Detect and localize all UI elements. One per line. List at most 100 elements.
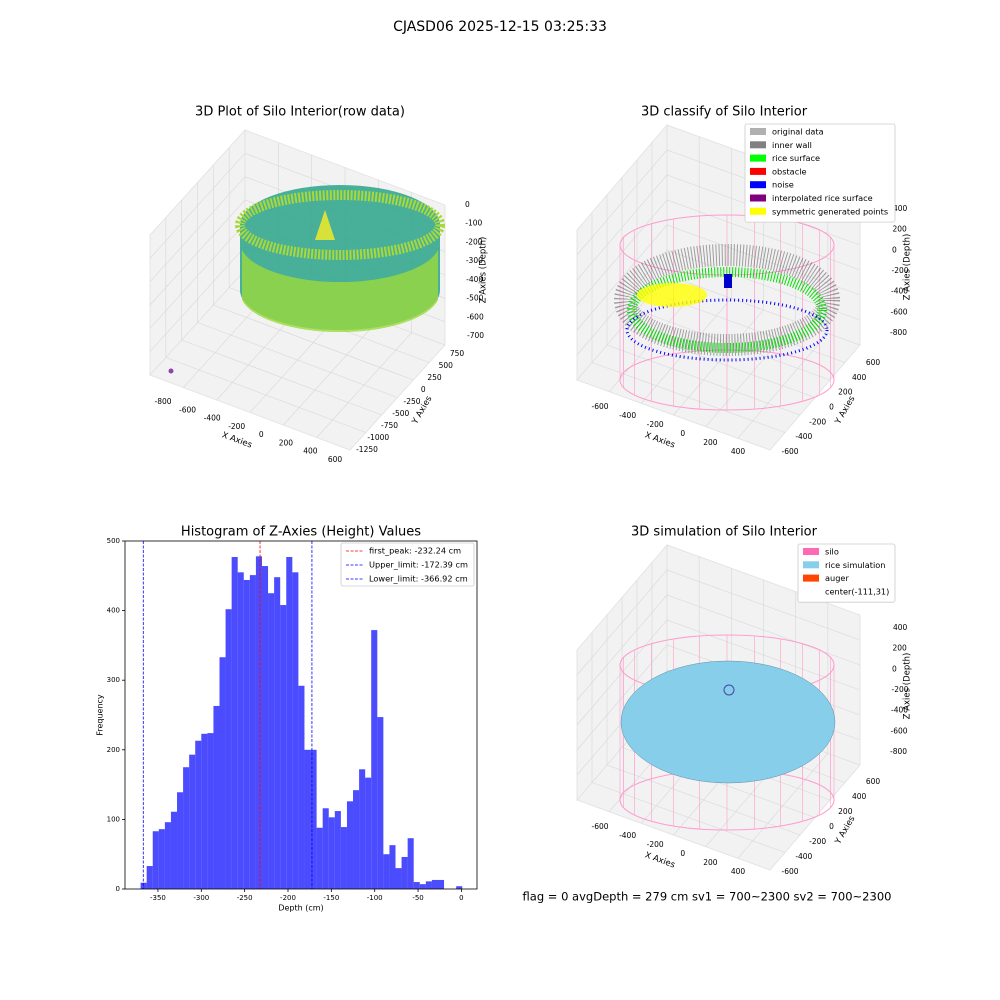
- x-tick-label: -150: [323, 894, 339, 902]
- z-tick-label: -400: [891, 287, 908, 296]
- x-tick-label: -250: [237, 894, 253, 902]
- z-tick-label: -500: [466, 294, 483, 303]
- panel-3d: 3D simulation of Silo Interior -600 -400 -2…: [576, 525, 913, 876]
- y-tick-label: 500: [439, 361, 454, 370]
- bar: [261, 566, 269, 889]
- x-tick-label: -200: [280, 894, 296, 902]
- bar: [243, 579, 250, 889]
- y-tick-label: 400: [852, 792, 867, 801]
- z-tick-label: 0: [892, 245, 897, 254]
- y-tick-label: -750: [381, 421, 398, 430]
- legend-label: Lower_limit: -366.92 cm: [369, 574, 468, 584]
- plot-frame: [124, 540, 478, 890]
- y-axis-label: Frequency: [96, 694, 105, 736]
- x-tick-label: 0: [259, 430, 264, 439]
- bar: [189, 754, 196, 889]
- legend-label: Upper_limit: -172.39 cm: [369, 560, 468, 570]
- z-tick-label: 0: [465, 200, 470, 209]
- bar: [328, 817, 335, 889]
- x-tick-label: -200: [228, 422, 245, 431]
- legend-box: [340, 542, 475, 587]
- panel-title: 3D simulation of Silo Interior: [631, 525, 818, 540]
- y-tick-label: -250: [403, 397, 420, 406]
- point-front: [242, 250, 438, 333]
- z-tick-label: -600: [891, 726, 908, 735]
- bar: [255, 556, 262, 889]
- bar: [322, 808, 329, 889]
- x-tick-label: -200: [647, 840, 664, 849]
- bar: [152, 831, 159, 889]
- bar: [389, 845, 396, 889]
- legend-patch: [750, 194, 766, 202]
- bar: [407, 838, 414, 889]
- legend-label: noise: [772, 180, 794, 190]
- point-rim: [235, 190, 445, 260]
- y-tick-label: 250: [427, 373, 442, 382]
- z-tick-label: 400: [893, 204, 908, 213]
- bar: [249, 575, 256, 889]
- y-tick-label: -600: [781, 867, 798, 876]
- legend-label: interpolated rice surface: [772, 193, 873, 203]
- bar: [177, 792, 184, 889]
- legend-box: [744, 123, 896, 223]
- z-tick-label: -400: [891, 706, 908, 715]
- bar: [213, 705, 220, 889]
- bar: [158, 829, 165, 889]
- z-tick-label: -300: [466, 256, 483, 265]
- x-tick-label: -800: [154, 397, 171, 406]
- x-tick-label: -50: [412, 894, 423, 902]
- bar: [431, 879, 438, 889]
- bar: [298, 685, 305, 889]
- legend-label: first_peak: -232.24 cm: [369, 546, 461, 556]
- z-tick-label: -200: [466, 237, 483, 246]
- y-tick-label: 600: [866, 358, 881, 367]
- rice-surface: [620, 660, 836, 784]
- x-tick-label: -600: [591, 822, 608, 831]
- y-tick-label: -200: [809, 837, 826, 846]
- panel-title: 3D Plot of Silo Interior(row data): [195, 105, 405, 120]
- y-tick-label: 0: [829, 822, 834, 831]
- legend-label: rice surface: [772, 153, 820, 163]
- rice-points: [627, 267, 827, 353]
- y-tick-label: 200: [838, 388, 853, 397]
- legend-patch: [750, 181, 766, 189]
- legend-label: obstacle: [772, 166, 807, 176]
- bar: [401, 856, 408, 889]
- x-tick-label: -400: [619, 831, 636, 840]
- symmetric-points: [637, 283, 707, 307]
- z-axis-label: Z Axies (Depth): [903, 234, 913, 301]
- histogram-panel: Histogram of Z-Axies (Height) Values -350…: [96, 525, 478, 913]
- x-tick-label: 600: [328, 455, 343, 464]
- legend-label: center(-111,31): [825, 586, 889, 596]
- bar: [304, 749, 311, 889]
- y-tick-label: 750: [450, 349, 465, 358]
- legend-patch: [750, 207, 766, 215]
- legend-label: symmetric generated points: [772, 206, 888, 216]
- bar: [219, 657, 226, 889]
- bar: [395, 868, 402, 889]
- y-tick-label: -600: [781, 447, 798, 456]
- bar: [201, 733, 208, 889]
- z-tick-label: -800: [890, 328, 907, 337]
- auger: [723, 684, 735, 696]
- z-tick-label: 200: [893, 225, 908, 234]
- bar: [365, 777, 372, 889]
- outlier-point: [168, 368, 174, 374]
- x-tick-label: -200: [647, 420, 664, 429]
- figure-title: CJASD06 2025-12-15 03:25:33: [393, 19, 607, 35]
- y-tick-label: 0: [421, 385, 426, 394]
- z-axis-label: Z Axies (Depth): [903, 653, 913, 720]
- y-tick-label: 0: [116, 885, 120, 893]
- legend-label: silo: [825, 547, 839, 557]
- z-tick-label: -200: [892, 266, 909, 275]
- panel-3d: 3D classify of Silo Interior -600 -400 -200…: [576, 105, 913, 456]
- y-tick-label: 600: [866, 777, 881, 786]
- bar: [334, 811, 341, 889]
- panel-title: 3D classify of Silo Interior: [641, 105, 808, 120]
- bar: [146, 866, 153, 889]
- point-peak: [315, 210, 335, 240]
- z-tick-label: -400: [466, 275, 483, 284]
- legend-patch: [803, 561, 819, 569]
- bar: [207, 733, 214, 889]
